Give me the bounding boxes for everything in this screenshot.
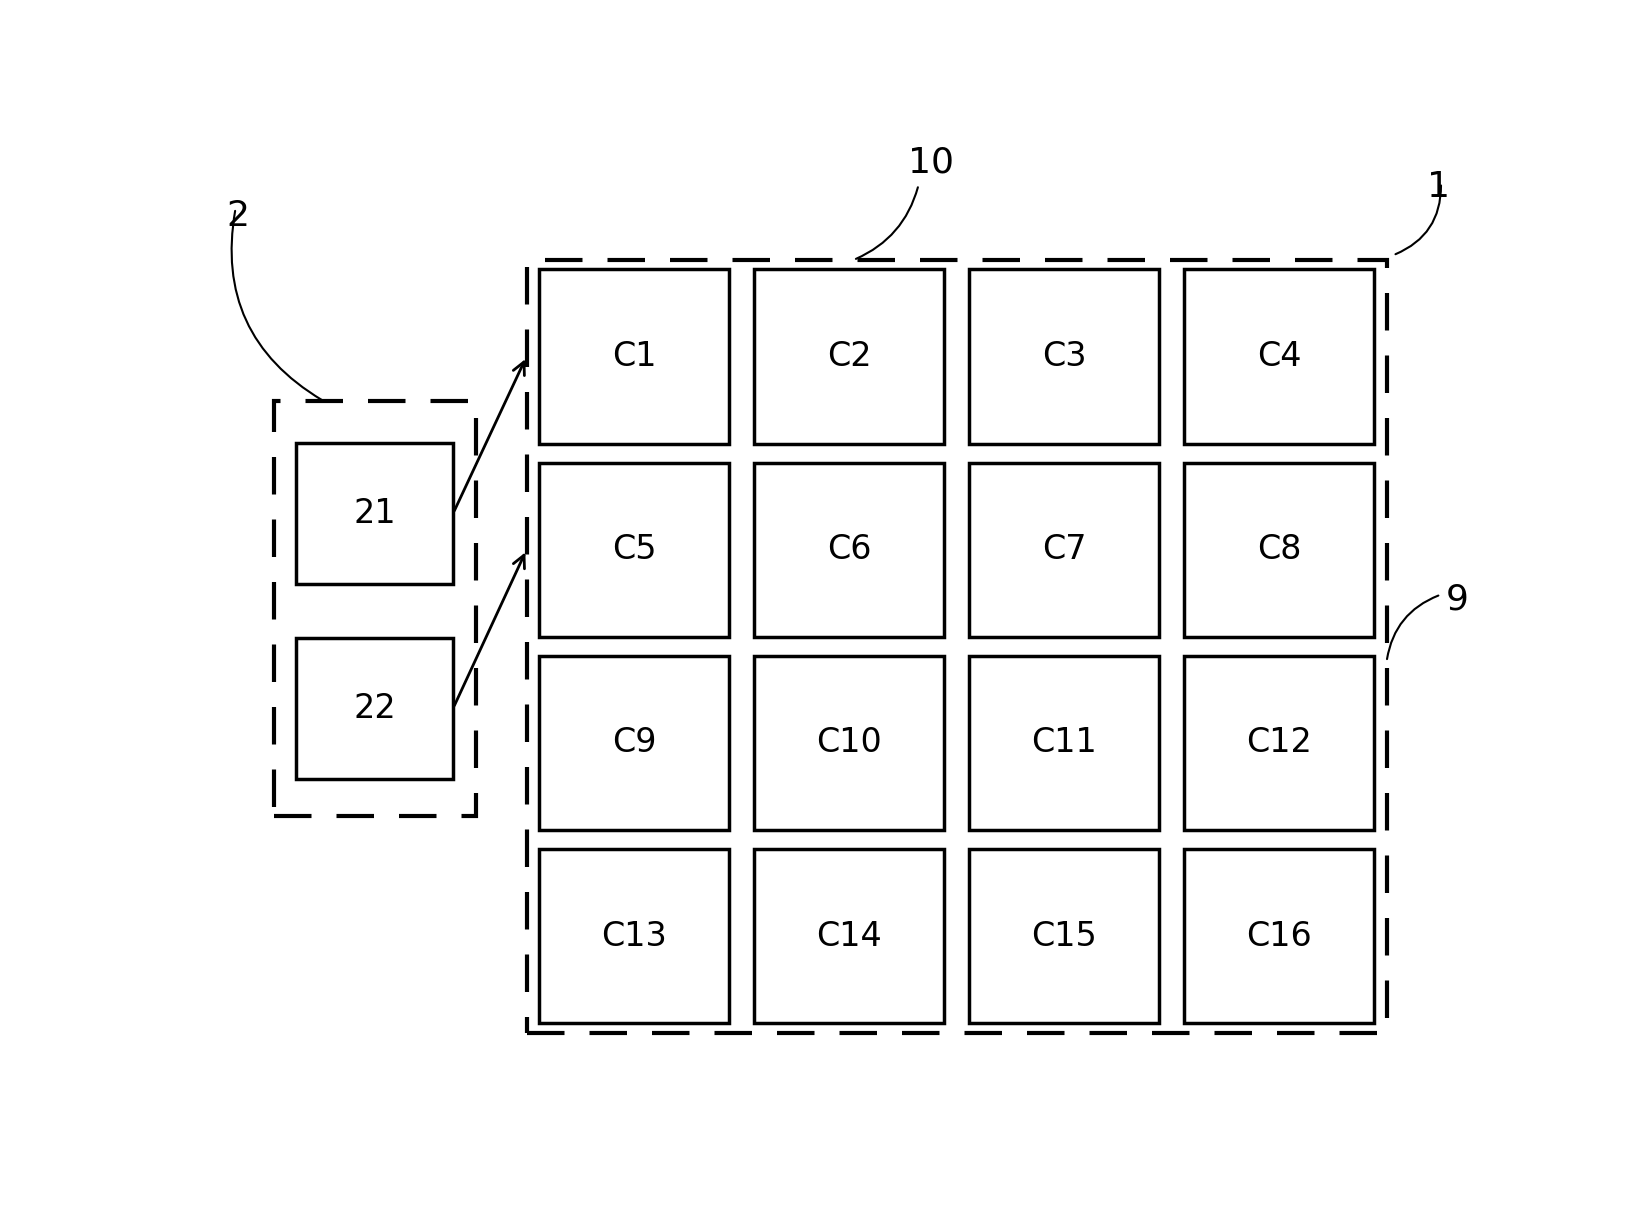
Text: 9: 9 [1446, 583, 1469, 616]
Bar [754, 849, 943, 1023]
Text: C4: C4 [1257, 340, 1301, 373]
Bar [1185, 463, 1374, 636]
Bar [969, 849, 1159, 1023]
Text: C8: C8 [1257, 534, 1301, 567]
Bar [297, 443, 454, 584]
Text: C5: C5 [612, 534, 656, 567]
Bar [969, 656, 1159, 830]
Bar [754, 656, 943, 830]
Bar [969, 463, 1159, 636]
Bar [539, 463, 730, 636]
Bar [1185, 849, 1374, 1023]
Bar [1185, 656, 1374, 830]
Bar [539, 656, 730, 830]
Bar [274, 401, 477, 816]
Text: C1: C1 [612, 340, 656, 373]
Text: 22: 22 [354, 692, 397, 725]
Text: C2: C2 [827, 340, 871, 373]
Text: C3: C3 [1041, 340, 1087, 373]
Text: 1: 1 [1426, 170, 1449, 204]
Text: C6: C6 [827, 534, 871, 567]
Text: C9: C9 [612, 727, 656, 760]
Text: 10: 10 [909, 146, 955, 180]
Text: 21: 21 [354, 497, 397, 530]
Text: C14: C14 [816, 919, 881, 952]
Bar [754, 269, 943, 444]
Text: C13: C13 [601, 919, 667, 952]
Text: C16: C16 [1247, 919, 1312, 952]
Bar [527, 259, 1387, 1033]
Text: 2: 2 [227, 198, 250, 233]
Text: C7: C7 [1041, 534, 1087, 567]
Bar [754, 463, 943, 636]
Text: C15: C15 [1031, 919, 1097, 952]
Bar [539, 269, 730, 444]
Text: C12: C12 [1247, 727, 1312, 760]
Bar [297, 638, 454, 778]
Bar [969, 269, 1159, 444]
Text: C11: C11 [1031, 727, 1097, 760]
Bar [1185, 269, 1374, 444]
Bar [539, 849, 730, 1023]
Text: C10: C10 [816, 727, 881, 760]
